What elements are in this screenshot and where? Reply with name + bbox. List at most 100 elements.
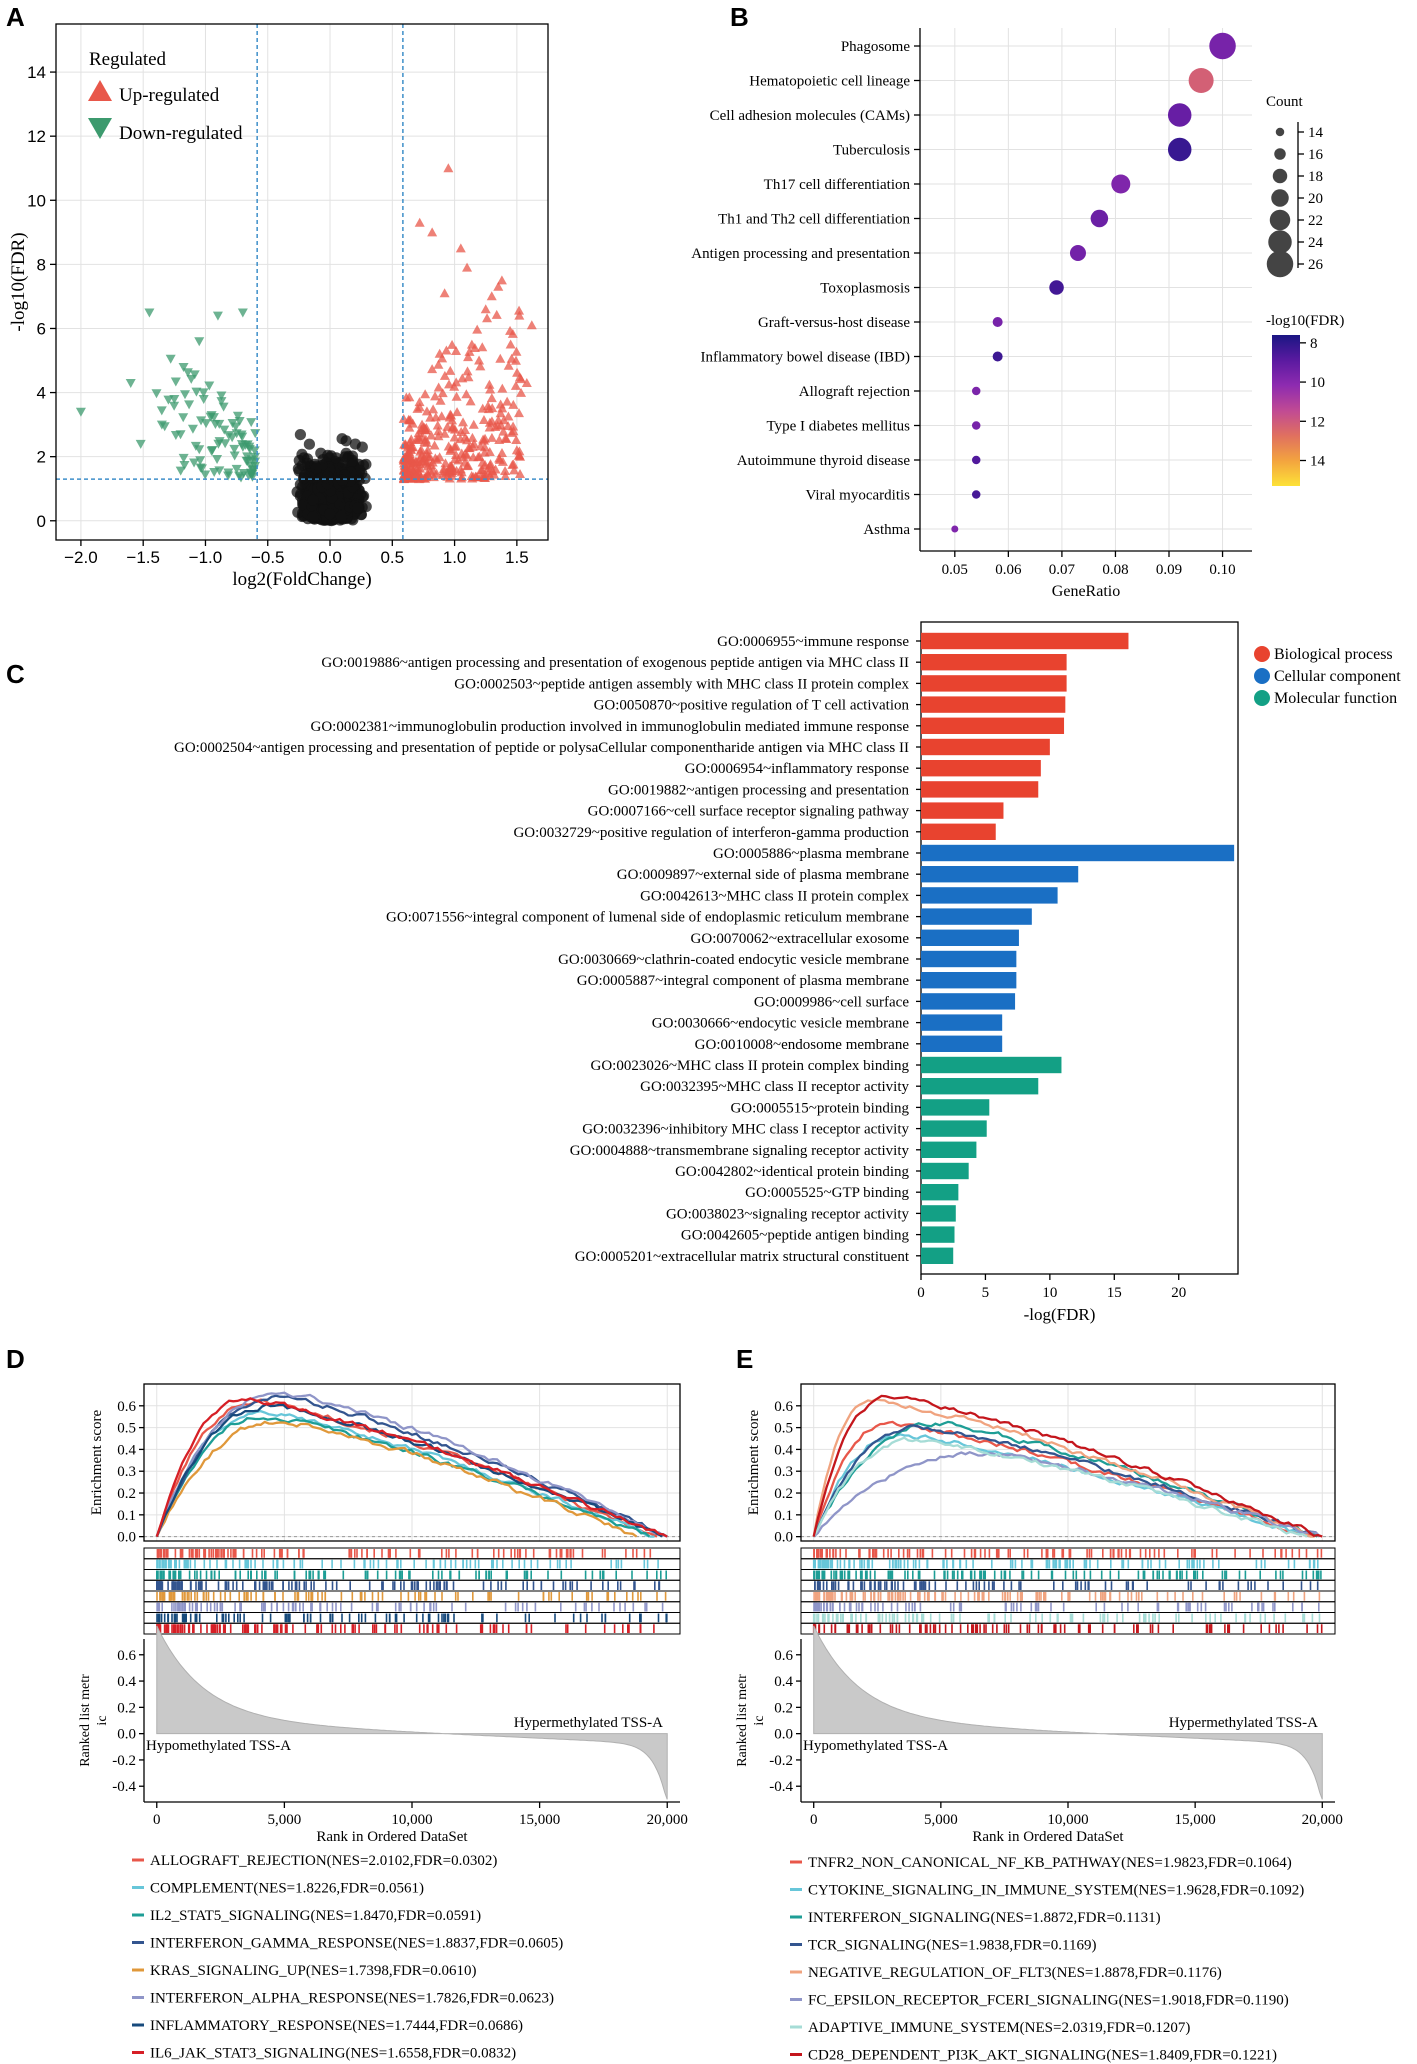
go-term-label: GO:0032729~positive regulation of interf… bbox=[513, 825, 909, 841]
gsea-panel-d: 0.0 0.1 0.2 0.3 0.4 0.5 0.6 Enrichment score -0.… bbox=[78, 1383, 688, 2062]
up-regulated-point bbox=[437, 353, 448, 363]
up-regulated-point bbox=[415, 446, 426, 456]
up-regulated-point bbox=[424, 452, 435, 462]
up-regulated-point bbox=[427, 364, 438, 374]
rank-y-tick-label: 0.2 bbox=[117, 1700, 136, 1716]
go-term-label: GO:0032396~inhibitory MHC class I recept… bbox=[582, 1122, 909, 1138]
es-curve bbox=[155, 1398, 658, 1538]
up-regulated-point bbox=[405, 443, 416, 453]
up-regulated-point bbox=[480, 470, 491, 480]
up-regulated-point bbox=[474, 355, 485, 365]
color-legend-label: 12 bbox=[1310, 414, 1325, 430]
up-regulated-point bbox=[430, 391, 441, 401]
go-bar bbox=[921, 1141, 977, 1158]
go-bar bbox=[921, 1056, 1062, 1074]
legend-label: ADAPTIVE_IMMUNE_SYSTEM(NES=2.0319,FDR=0.… bbox=[808, 2020, 1190, 2036]
up-regulated-point bbox=[457, 373, 468, 383]
up-regulated-point bbox=[469, 342, 480, 352]
ranked-metric-area bbox=[156, 1625, 668, 1800]
down-regulated-point bbox=[220, 439, 231, 449]
hypermethylated-label: Hypermethylated TSS-A bbox=[1169, 1715, 1318, 1731]
pathway-label: Inflammatory bowel disease (IBD) bbox=[700, 350, 910, 366]
up-regulated-point bbox=[421, 406, 432, 416]
down-regulated-point bbox=[169, 401, 180, 411]
go-bar bbox=[921, 950, 1017, 968]
up-regulated-point bbox=[468, 419, 479, 429]
es-y-tick-label: 0.0 bbox=[117, 1530, 136, 1546]
down-regulated-point bbox=[212, 454, 223, 464]
y-tick-label: 14 bbox=[27, 63, 46, 82]
go-bar bbox=[921, 887, 1058, 904]
size-legend-label: 20 bbox=[1308, 191, 1323, 207]
up-regulated-point bbox=[437, 388, 448, 398]
x-tick-label: 0.5 bbox=[380, 548, 404, 567]
color-legend-bar bbox=[1272, 335, 1300, 486]
up-regulated-point bbox=[451, 465, 462, 475]
bubble bbox=[1167, 103, 1192, 127]
go-bar bbox=[921, 1099, 990, 1116]
up-regulated-point bbox=[479, 447, 490, 457]
legend-label: TCR_SIGNALING(NES=1.9838,FDR=0.1169) bbox=[808, 1938, 1096, 1954]
up-regulated-point bbox=[398, 413, 409, 423]
x-axis-label: Rank in Ordered DataSet bbox=[972, 1829, 1124, 1845]
up-regulated-point bbox=[456, 427, 467, 437]
size-legend-bubble bbox=[1266, 250, 1294, 278]
up-regulated-point bbox=[406, 434, 417, 444]
x-tick-label: 10 bbox=[1042, 1285, 1057, 1301]
rank-y-tick-label: 0.4 bbox=[117, 1674, 136, 1690]
down-regulated-point bbox=[175, 430, 186, 440]
down-regulated-point bbox=[214, 419, 225, 429]
up-regulated-point bbox=[515, 468, 526, 478]
down-regulated-point bbox=[223, 431, 234, 441]
down-regulated-point bbox=[187, 424, 198, 434]
ns-point bbox=[310, 462, 323, 474]
plot-frame bbox=[55, 23, 549, 541]
size-legend-label: 14 bbox=[1308, 125, 1324, 141]
go-term-label: GO:0050870~positive regulation of T cell… bbox=[594, 698, 910, 714]
down-regulated-point bbox=[195, 463, 206, 473]
legend-down-label: Down-regulated bbox=[119, 123, 243, 144]
up-regulated-point bbox=[486, 393, 497, 403]
up-regulated-point bbox=[503, 360, 514, 370]
down-regulated-point bbox=[178, 413, 189, 423]
up-regulated-point bbox=[521, 377, 532, 387]
es-y-axis-label: Enrichment score bbox=[89, 1409, 105, 1515]
down-regulated-point bbox=[206, 446, 217, 456]
down-regulated-point bbox=[204, 381, 215, 391]
es-y-axis-label: Enrichment score bbox=[746, 1409, 762, 1515]
go-bar bbox=[921, 1226, 955, 1243]
rank-y-axis-label-1: Ranked list metr bbox=[78, 1674, 93, 1767]
go-term-label: GO:0030666~endocytic vesicle membrane bbox=[652, 1016, 910, 1032]
go-bar bbox=[921, 802, 1004, 819]
up-regulated-point bbox=[496, 448, 507, 458]
down-regulated-point bbox=[201, 419, 212, 429]
rank-y-tick-label: 0.4 bbox=[774, 1674, 793, 1690]
up-regulated-point bbox=[501, 433, 512, 443]
x-axis-label: Rank in Ordered DataSet bbox=[316, 1829, 468, 1845]
rank-y-tick-label: -0.4 bbox=[112, 1779, 136, 1795]
legend-label: Molecular function bbox=[1274, 690, 1397, 707]
go-bar bbox=[921, 866, 1079, 883]
rank-y-tick-label: -0.2 bbox=[112, 1753, 136, 1769]
up-regulated-point bbox=[444, 379, 455, 389]
go-term-label: GO:0042613~MHC class II protein complex bbox=[640, 888, 909, 904]
go-term-label: GO:0019882~antigen processing and presen… bbox=[608, 782, 909, 798]
up-regulated-point bbox=[441, 345, 452, 355]
legend-label: Cellular component bbox=[1274, 668, 1401, 685]
pathway-label: Th17 cell differentiation bbox=[764, 177, 911, 193]
up-regulated-point bbox=[414, 397, 425, 407]
y-tick-label: 0 bbox=[37, 512, 46, 531]
x-tick-label: 0.0 bbox=[318, 548, 342, 567]
x-axis-label: log2(FoldChange) bbox=[232, 569, 371, 590]
rank-y-axis-label-2: ic bbox=[95, 1715, 110, 1725]
ns-point bbox=[339, 451, 351, 463]
up-regulated-point bbox=[486, 291, 497, 301]
up-regulated-point bbox=[486, 432, 497, 442]
down-regulated-point bbox=[231, 464, 242, 474]
legend-label: INTERFERON_SIGNALING(NES=1.8872,FDR=0.11… bbox=[808, 1910, 1161, 1926]
up-regulated-point bbox=[503, 411, 514, 421]
x-tick-label: 0.05 bbox=[942, 562, 968, 578]
go-term-label: GO:0070062~extracellular exosome bbox=[691, 931, 910, 947]
up-regulated-point bbox=[490, 464, 501, 474]
go-term-label: GO:0030669~clathrin-coated endocytic ves… bbox=[558, 952, 909, 968]
